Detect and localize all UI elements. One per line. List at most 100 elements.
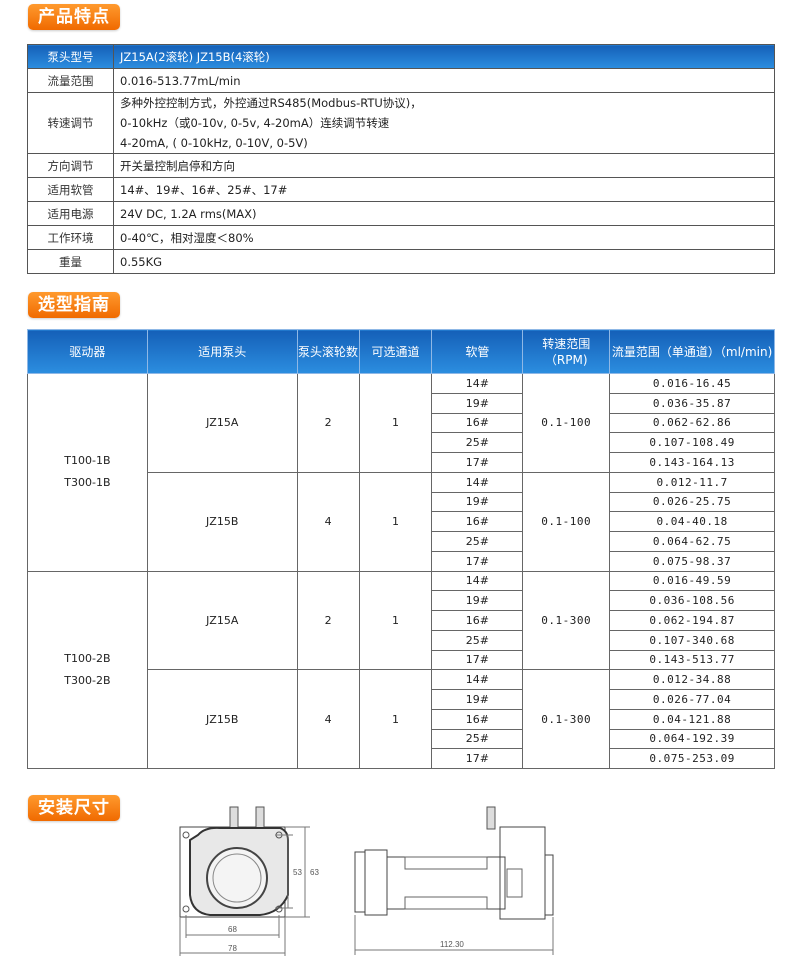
flow-cell: 0.075-98.37: [609, 550, 775, 572]
flow-cell: 0.064-192.39: [609, 728, 775, 750]
flow-cell: 0.064-62.75: [609, 531, 775, 552]
column-header: 泵头滚轮数: [296, 329, 360, 374]
selection-header-row: 驱动器 适用泵头 泵头滚轮数 可选通道 软管 转速范围（RPM) 流量范围（单通道）（ml/…: [27, 329, 775, 374]
table-row: 17# 0.143-513.77: [28, 649, 775, 671]
feature-value-line: JZ15A(2滚轮) JZ15B(4滚轮): [120, 49, 270, 64]
feature-value: 24V DC, 1.2A rms(MAX): [113, 201, 775, 226]
feature-value-line: 0-40℃，相对湿度＜80%: [120, 230, 254, 245]
tube-cell: 25#: [431, 531, 524, 552]
rpm-cell: 0.1-100: [522, 373, 611, 473]
column-header: 流量范围（单通道）（ml/min): [609, 329, 775, 374]
tube-cell: 25#: [431, 432, 524, 453]
feature-value-line: 0-10kHz（或0-10v, 0-5v, 4-20mA）连续调节转速: [120, 116, 390, 130]
driver-cell: T100-2B T300-2B: [27, 570, 148, 769]
table-row: 17# 0.075-98.37: [28, 550, 775, 572]
flow-cell: 0.107-108.49: [609, 432, 775, 453]
section-badge-selection: 选型指南: [28, 292, 120, 318]
selection-table: 驱动器 适用泵头 泵头滚轮数 可选通道 软管 转速范围（RPM) 流量范围（单通道）（ml/…: [27, 329, 775, 769]
feature-value-line: 0.55KG: [120, 254, 163, 269]
tube-cell: 17#: [431, 649, 524, 671]
section-badge-features: 产品特点: [28, 4, 120, 30]
flow-cell: 0.062-194.87: [609, 610, 775, 631]
driver-model: T100-2B: [64, 651, 111, 665]
feature-row: 适用电源 24V DC, 1.2A rms(MAX): [27, 201, 775, 226]
feature-row: 重量 0.55KG: [27, 249, 775, 274]
flow-cell: 0.026-77.04: [609, 689, 775, 710]
channels-cell: 1: [358, 570, 433, 671]
dim-length: 112.30: [440, 940, 464, 949]
pump-head-cell: JZ15A: [146, 570, 298, 671]
flow-cell: 0.012-11.7: [609, 471, 775, 493]
tube-cell: 14#: [431, 373, 524, 394]
feature-value: 0-40℃，相对湿度＜80%: [113, 225, 775, 250]
feature-value-line: 0.016-513.77mL/min: [120, 73, 241, 88]
flow-cell: 0.143-513.77: [609, 649, 775, 671]
tube-cell: 17#: [431, 748, 524, 769]
pump-side-drawing: 112.30: [354, 806, 554, 955]
rollers-cell: 4: [296, 471, 360, 572]
features-table: 泵头型号 JZ15A(2滚轮) JZ15B(4滚轮) 流量范围 0.016-513.7…: [27, 44, 775, 274]
table-row: T100-2B T300-2B JZ15A 2 1 14# 0.1-300 0.016-49.…: [27, 570, 775, 769]
driver-model: T100-1B: [64, 454, 111, 468]
rollers-cell: 4: [296, 669, 360, 769]
tube-cell: 19#: [431, 689, 524, 710]
tube-cell: 14#: [431, 570, 524, 592]
feature-row: 流量范围 0.016-513.77mL/min: [27, 68, 775, 93]
column-header: 可选通道: [358, 329, 433, 374]
feature-value-line: 4-20mA, ( 0-10kHz, 0-10V, 0-5V): [120, 136, 308, 150]
feature-row: 方向调节 开关量控制启停和方向: [27, 153, 775, 178]
feature-label: 流量范围: [27, 68, 114, 93]
feature-label: 转速调节: [27, 92, 114, 154]
channels-cell: 1: [358, 373, 433, 473]
rpm-cell: 0.1-300: [522, 669, 611, 769]
table-row: 25# 0.107-340.68: [28, 629, 775, 651]
feature-label: 适用电源: [27, 201, 114, 226]
feature-value: 多种外控控制方式，外控通过RS485(Modbus-RTU协议)， 0-10kH…: [113, 92, 775, 154]
tube-cell: 25#: [431, 728, 524, 750]
dim-53: 53: [293, 868, 302, 877]
flow-cell: 0.012-34.88: [609, 669, 775, 690]
feature-value: 14#、19#、16#、25#、17#: [113, 177, 775, 202]
tube-cell: 16#: [431, 708, 524, 730]
tube-cell: 19#: [431, 491, 524, 513]
feature-label: 适用软管: [27, 177, 114, 202]
feature-value-line: 开关量控制启停和方向: [120, 158, 235, 173]
tube-cell: 17#: [431, 452, 524, 473]
column-header: 转速范围（RPM): [522, 329, 611, 374]
table-row: T100-1B T300-1B JZ15A 2 1 14# 0.1-100 0.016-16.…: [27, 373, 775, 572]
channels-cell: 1: [358, 471, 433, 572]
feature-row: 适用软管 14#、19#、16#、25#、17#: [27, 177, 775, 202]
rollers-cell: 2: [296, 570, 360, 671]
tube-cell: 16#: [431, 610, 524, 631]
flow-cell: 0.016-49.59: [609, 570, 775, 592]
feature-label: 工作环境: [27, 225, 114, 250]
driver-model: T300-1B: [64, 476, 111, 490]
flow-cell: 0.036-108.56: [609, 590, 775, 611]
table-row: 17# 0.075-253.09: [28, 748, 775, 769]
driver-cell: T100-1B T300-1B: [27, 373, 148, 572]
column-header: 驱动器: [27, 329, 148, 374]
flow-cell: 0.026-25.75: [609, 491, 775, 513]
flow-cell: 0.036-35.87: [609, 392, 775, 414]
driver-model: T300-2B: [64, 673, 111, 687]
tube-cell: 19#: [431, 590, 524, 611]
feature-value-line: 多种外控控制方式，外控通过RS485(Modbus-RTU协议)，: [120, 96, 422, 110]
feature-row: 工作环境 0-40℃，相对湿度＜80%: [27, 225, 775, 250]
flow-cell: 0.107-340.68: [609, 629, 775, 651]
tube-cell: 14#: [431, 669, 524, 690]
channels-cell: 1: [358, 669, 433, 769]
flow-cell: 0.04-121.88: [609, 708, 775, 730]
pump-head-cell: JZ15B: [146, 471, 298, 572]
column-header: 软管: [431, 329, 524, 374]
feature-value-line: 14#、19#、16#、25#、17#: [120, 182, 288, 197]
tube-cell: 16#: [431, 511, 524, 532]
pump-head-cell: JZ15A: [146, 373, 298, 473]
pump-head-cell: JZ15B: [146, 669, 298, 769]
rollers-cell: 2: [296, 373, 360, 473]
table-row: 16# 0.04-121.88: [28, 708, 775, 730]
pump-front-drawing: 68 78 53 63: [179, 806, 319, 956]
feature-row: 转速调节 多种外控控制方式，外控通过RS485(Modbus-RTU协议)， 0-…: [27, 92, 775, 154]
rpm-cell: 0.1-100: [522, 471, 611, 572]
flow-cell: 0.016-16.45: [609, 373, 775, 394]
feature-value: 开关量控制启停和方向: [113, 153, 775, 178]
